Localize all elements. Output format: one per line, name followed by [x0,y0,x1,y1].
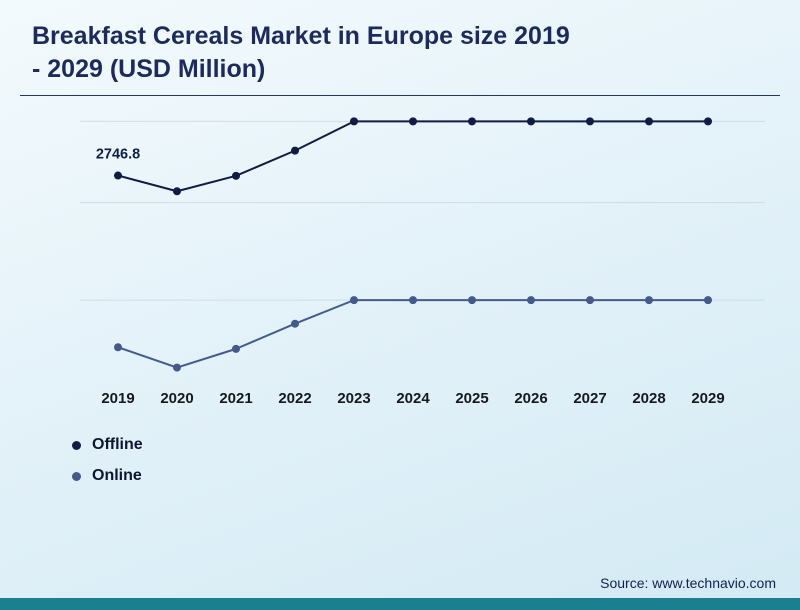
chart-legend: Offline Online [72,436,143,498]
chart-title-line2: - 2029 (USD Million) [32,55,266,83]
x-tick-label: 2025 [455,390,488,407]
data-point-offline [350,117,358,126]
data-point-online [173,363,181,372]
data-point-offline [232,171,240,180]
legend-item-online: Online [72,467,143,485]
data-point-online [704,296,712,305]
x-tick-label: 2028 [632,390,665,407]
legend-item-offline: Offline [72,436,143,454]
data-label: 2746.8 [96,147,140,163]
offline-legend-dot [72,440,81,450]
data-point-offline [645,117,653,126]
data-point-online [291,319,299,328]
x-tick-label: 2022 [278,390,311,407]
series-line-offline [117,120,708,193]
x-tick-label: 2029 [691,390,724,407]
x-tick-label: 2019 [101,390,134,407]
x-tick-label: 2027 [573,390,606,407]
data-point-offline [291,146,299,155]
data-point-offline [114,171,122,180]
legend-label-offline: Offline [92,436,143,453]
data-point-online [114,343,122,352]
chart-title-line1: Breakfast Cereals Market in Europe size … [32,22,570,50]
data-point-offline [586,117,594,126]
chart-title: Breakfast Cereals Market in Europe size … [32,20,692,86]
data-point-offline [409,117,417,126]
data-point-offline [704,117,712,126]
line-chart: 2019 2020 2021 2022 2023 2024 2025 2026 2027 2028… [80,117,765,407]
data-point-online [645,296,653,305]
source-attribution: Source: www.technavio.com [600,575,776,591]
data-point-online [527,296,535,305]
data-point-online [468,296,476,305]
data-point-online [350,296,358,305]
bottom-bar [0,598,800,610]
data-point-online [232,344,240,353]
x-tick-label: 2021 [219,390,252,407]
data-point-offline [468,117,476,126]
data-point-offline [527,117,535,126]
x-tick-label: 2020 [160,390,193,407]
title-divider [20,95,780,96]
data-point-online [409,296,417,305]
x-tick-label: 2026 [514,390,547,407]
data-point-offline [173,187,181,196]
x-tick-label: 2023 [337,390,370,407]
x-tick-label: 2024 [396,390,430,407]
series-line-online [117,299,708,369]
legend-label-online: Online [92,467,142,484]
online-legend-dot [72,471,81,481]
data-point-online [586,296,594,305]
